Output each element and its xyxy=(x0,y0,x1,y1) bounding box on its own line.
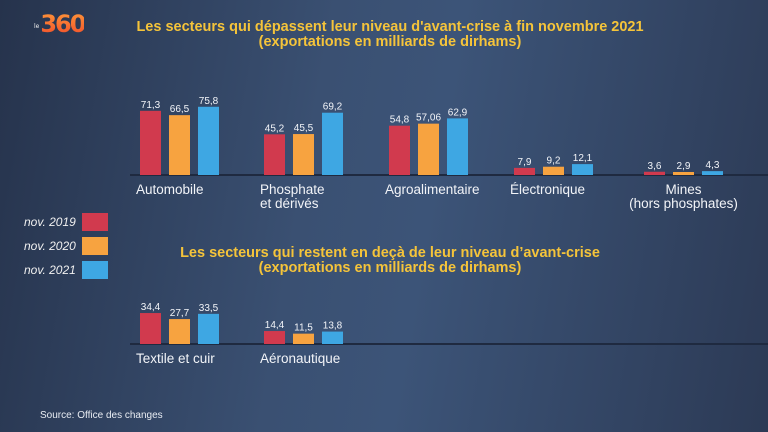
chart-2: 34,4 27,7 33,5 Textile et cuir 14,4 11,5 13,8 A… xyxy=(130,302,768,366)
bar-nov-2021-1 xyxy=(198,106,219,175)
data-label: 45,2 xyxy=(265,123,285,134)
bar-nov-2021-1 xyxy=(198,313,219,344)
bar-nov-2021-2 xyxy=(322,112,343,175)
bar-nov-2021-5 xyxy=(702,171,723,175)
source-note: Source: Office des changes xyxy=(40,410,163,421)
category-label: Électronique xyxy=(510,182,585,197)
bar-nov-2020-5 xyxy=(673,172,694,175)
data-label: 54,8 xyxy=(390,115,410,126)
data-label: 62,9 xyxy=(448,107,468,118)
chart-1-title-main: Les secteurs qui dépassent leur niveau d… xyxy=(136,19,644,35)
legend-item-2021: nov. 2021 xyxy=(24,258,108,282)
legend: nov. 2019 nov. 2020 nov. 2021 xyxy=(24,210,108,282)
chart-1-title: Les secteurs qui dépassent leur niveau d… xyxy=(110,20,670,50)
category-label: Agroalimentaire xyxy=(385,182,480,197)
data-label: 66,5 xyxy=(170,104,190,115)
data-label: 57,06 xyxy=(416,113,441,124)
data-label: 27,7 xyxy=(170,308,190,319)
data-label: 11,5 xyxy=(294,323,313,334)
data-label: 34,4 xyxy=(141,302,161,313)
legend-label: nov. 2019 xyxy=(24,215,76,229)
legend-swatch xyxy=(81,261,108,279)
logo-text: 360 xyxy=(40,10,86,38)
bar-nov-2021-2 xyxy=(322,331,343,344)
data-label: 12,1 xyxy=(573,153,593,164)
bar-nov-2021-4 xyxy=(572,164,593,175)
bar-nov-2019-1 xyxy=(140,313,161,344)
bar-nov-2021-3 xyxy=(447,118,468,175)
category-label: Mines xyxy=(665,182,701,197)
bar-nov-2020-1 xyxy=(169,115,190,175)
bar-nov-2019-5 xyxy=(644,171,665,175)
bar-nov-2019-4 xyxy=(514,167,535,175)
data-label: 71,3 xyxy=(141,100,161,111)
bar-nov-2020-1 xyxy=(169,319,190,344)
bar-nov-2019-3 xyxy=(389,125,410,175)
bar-nov-2020-4 xyxy=(543,166,564,175)
data-label: 2,9 xyxy=(677,161,691,172)
category-label: Textile et cuir xyxy=(136,351,215,366)
legend-swatch xyxy=(81,213,108,231)
data-label: 4,3 xyxy=(706,160,720,171)
data-label: 7,9 xyxy=(518,157,532,168)
data-label: 33,5 xyxy=(199,303,219,314)
category-label: et dérivés xyxy=(260,196,319,211)
data-label: 13,8 xyxy=(323,321,343,332)
legend-label: nov. 2021 xyxy=(24,263,76,277)
category-label: (hors phosphates) xyxy=(629,196,738,211)
data-label: 9,2 xyxy=(547,156,561,167)
bar-nov-2019-1 xyxy=(140,110,161,175)
chart-1-subtitle: (exportations en milliards de dirhams) xyxy=(258,34,522,50)
chart-1: 71,3 66,5 75,8 Automobile 45,2 45,5 69,2 Phosph… xyxy=(130,96,768,211)
category-label: Phosphate xyxy=(260,182,325,197)
chart-2-subtitle: (exportations en milliards de dirhams) xyxy=(258,260,522,276)
chart-2-title: Les secteurs qui restent en deçà de leur… xyxy=(170,246,610,276)
data-label: 45,5 xyxy=(294,123,314,134)
data-label: 75,8 xyxy=(199,96,219,107)
data-label: 69,2 xyxy=(323,102,343,113)
legend-label: nov. 2020 xyxy=(24,239,76,253)
logo-360: le 360 xyxy=(34,10,86,38)
bar-nov-2019-2 xyxy=(264,134,285,175)
category-label: Aéronautique xyxy=(260,351,340,366)
data-label: 14,4 xyxy=(265,320,285,331)
bar-nov-2020-3 xyxy=(418,123,439,175)
logo-prefix: le xyxy=(34,23,40,30)
data-label: 3,6 xyxy=(648,161,662,172)
legend-item-2019: nov. 2019 xyxy=(24,210,108,234)
legend-item-2020: nov. 2020 xyxy=(24,234,108,258)
bar-nov-2020-2 xyxy=(293,333,314,344)
chart-2-title-main: Les secteurs qui restent en deçà de leur… xyxy=(180,245,600,261)
category-label: Automobile xyxy=(136,182,204,197)
legend-swatch xyxy=(81,237,108,255)
bar-nov-2019-2 xyxy=(264,331,285,344)
bar-nov-2020-2 xyxy=(293,134,314,175)
